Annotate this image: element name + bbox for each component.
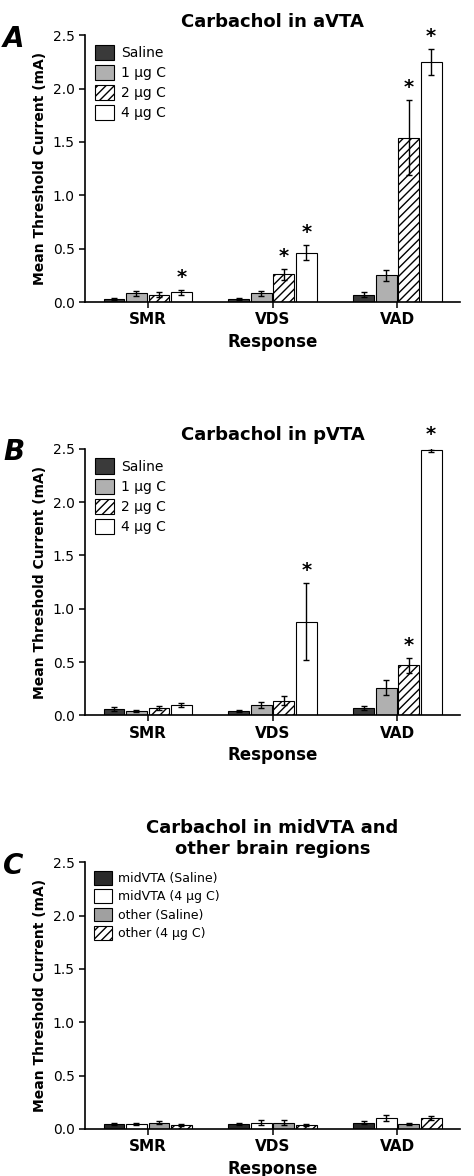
Bar (148, 294, 169, 302)
Bar (273, 274, 294, 302)
Legend: Saline, 1 μg C, 2 μg C, 4 μg C: Saline, 1 μg C, 2 μg C, 4 μg C (92, 455, 169, 536)
Bar (376, 1118, 397, 1129)
Bar (398, 138, 419, 302)
Text: *: * (176, 268, 186, 287)
Bar (228, 299, 249, 302)
Bar (171, 1124, 192, 1129)
Bar (126, 1123, 147, 1129)
Text: *: * (301, 561, 311, 580)
Bar (148, 1123, 169, 1129)
X-axis label: Response: Response (228, 333, 318, 350)
Text: B: B (3, 439, 24, 466)
Bar (104, 1123, 125, 1129)
Legend: midVTA (Saline), midVTA (4 μg C), other (Saline), other (4 μg C): midVTA (Saline), midVTA (4 μg C), other … (91, 868, 222, 943)
Legend: Saline, 1 μg C, 2 μg C, 4 μg C: Saline, 1 μg C, 2 μg C, 4 μg C (92, 42, 169, 123)
Title: Carbachol in aVTA: Carbachol in aVTA (181, 13, 364, 31)
Bar (296, 1124, 317, 1129)
Bar (376, 275, 397, 302)
Bar (273, 701, 294, 715)
Bar (251, 704, 272, 715)
Bar (420, 62, 441, 302)
Bar (228, 1123, 249, 1129)
Bar (171, 293, 192, 302)
Bar (296, 253, 317, 302)
Bar (296, 622, 317, 715)
Bar (420, 449, 441, 715)
Bar (171, 704, 192, 715)
Bar (251, 1123, 272, 1129)
Y-axis label: Mean Threshold Current (mA): Mean Threshold Current (mA) (33, 878, 47, 1112)
Bar (353, 708, 374, 715)
Bar (376, 688, 397, 715)
Text: *: * (426, 426, 436, 445)
Title: Carbachol in pVTA: Carbachol in pVTA (181, 427, 365, 445)
Y-axis label: Mean Threshold Current (mA): Mean Threshold Current (mA) (33, 52, 47, 286)
Bar (126, 711, 147, 715)
Bar (228, 711, 249, 715)
Bar (398, 1123, 419, 1129)
X-axis label: Response: Response (228, 1160, 318, 1176)
Title: Carbachol in midVTA and
other brain regions: Carbachol in midVTA and other brain regi… (146, 818, 399, 857)
Text: A: A (3, 25, 25, 53)
Text: *: * (403, 78, 414, 98)
Bar (126, 294, 147, 302)
Bar (104, 709, 125, 715)
Bar (104, 299, 125, 302)
Bar (420, 1118, 441, 1129)
Bar (353, 294, 374, 302)
Text: *: * (426, 27, 436, 46)
Bar (398, 666, 419, 715)
Text: *: * (301, 223, 311, 242)
Bar (251, 294, 272, 302)
Y-axis label: Mean Threshold Current (mA): Mean Threshold Current (mA) (33, 466, 47, 699)
Text: C: C (3, 851, 23, 880)
Bar (273, 1123, 294, 1129)
Text: *: * (279, 247, 289, 266)
Text: *: * (403, 636, 414, 655)
X-axis label: Response: Response (228, 747, 318, 764)
Bar (148, 708, 169, 715)
Bar (353, 1123, 374, 1129)
